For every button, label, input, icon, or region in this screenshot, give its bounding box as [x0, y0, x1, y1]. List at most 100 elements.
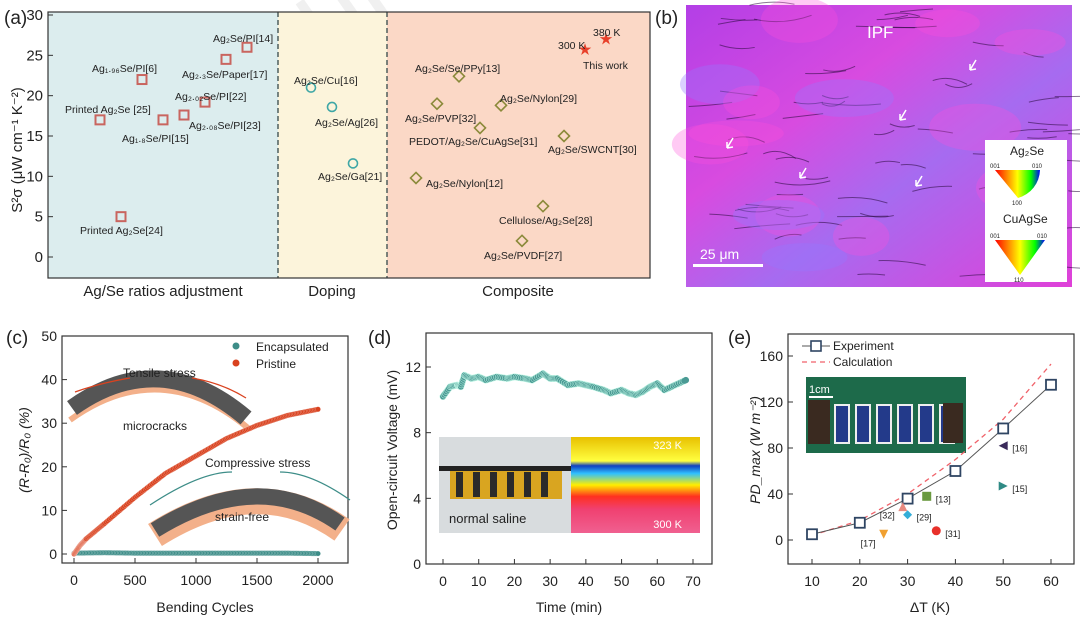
- reference-label: [31]: [945, 529, 960, 539]
- x-tick-label: 2000: [302, 572, 333, 588]
- grain-region: [794, 79, 894, 118]
- grain-boundary: [745, 203, 794, 209]
- experiment-point: [901, 492, 914, 505]
- grain-boundary: [945, 83, 973, 88]
- device-leg: [855, 404, 871, 444]
- data-point-label: 380 K: [593, 27, 620, 39]
- grain-boundary: [912, 185, 953, 192]
- device-leg: [876, 404, 892, 444]
- group-label: Ag/Se ratios adjustment: [83, 283, 243, 300]
- data-point-label: Ag₂Se/Ag[26]: [315, 117, 378, 129]
- y-tick-label: 4: [413, 490, 421, 506]
- arrow-icon: [969, 59, 977, 71]
- y-tick-label: 8: [413, 425, 421, 441]
- legend-marker: [232, 359, 240, 367]
- compressive-film: [150, 488, 345, 537]
- data-point-diamond: [515, 234, 529, 248]
- grain-boundary: [1009, 128, 1048, 133]
- reference-label: [32]: [880, 511, 895, 521]
- data-point-square: [94, 114, 106, 126]
- compressive-arrow-left: [149, 471, 233, 506]
- device-electrode: [943, 403, 963, 443]
- grain-boundary: [694, 152, 748, 159]
- legend-label: Pristine: [256, 357, 296, 371]
- grain-region: [671, 123, 749, 165]
- experiment-point: [997, 422, 1010, 435]
- experiment-point: [853, 516, 866, 529]
- plot-frame: [47, 11, 651, 279]
- reference-label: [15]: [1012, 484, 1027, 494]
- grain-boundary: [1023, 51, 1044, 58]
- y-tick-label: 0: [49, 546, 57, 562]
- panel-label-c: (c): [6, 328, 28, 349]
- legend-corner: 001: [990, 164, 1001, 170]
- grain-region: [915, 9, 980, 38]
- x-axis-label: Bending Cycles: [156, 599, 253, 615]
- grain-boundary: [894, 16, 934, 21]
- grain-boundary: [878, 260, 926, 266]
- data-point-diamond: [494, 98, 508, 112]
- y-axis-label: PD_max (W m⁻²): [747, 396, 763, 504]
- grain-boundary: [873, 129, 895, 136]
- grain-boundary: [1028, 97, 1059, 103]
- grain-boundary: [876, 14, 909, 21]
- temp-min-label: 300 K: [653, 519, 682, 531]
- grain-boundary: [823, 65, 856, 72]
- device-electrode: [808, 400, 830, 444]
- grain-boundary: [726, 114, 756, 120]
- reference-point: [922, 491, 932, 501]
- grain-boundary: [805, 176, 829, 180]
- legend-corner: 001: [990, 234, 1001, 240]
- x-tick-label: 10: [471, 573, 487, 589]
- grain-boundary: [838, 237, 866, 240]
- grain-boundary: [727, 136, 765, 143]
- x-tick-label: 30: [900, 573, 916, 589]
- legend-corner: 010: [1032, 164, 1043, 170]
- group-composite-background: [387, 12, 650, 278]
- data-point-label: Printed Ag₂Se [25]: [65, 104, 151, 116]
- panel-label-b: (b): [655, 8, 678, 29]
- teg-leg: [456, 472, 463, 497]
- data-point: [682, 376, 690, 384]
- legend-marker: [232, 342, 240, 350]
- normal-saline-label: normal saline: [449, 511, 526, 526]
- microcracks-label: microcracks: [123, 419, 187, 433]
- data-point-label: Ag₂.₃Se/Paper[17]: [182, 69, 267, 81]
- teg-leg: [541, 472, 548, 497]
- grain-boundary: [860, 212, 894, 218]
- group-doping-background: [278, 12, 387, 278]
- x-tick-label: 0: [70, 572, 78, 588]
- grain-region: [732, 199, 825, 231]
- panel-label-d: (d): [368, 328, 391, 349]
- y-tick-label: 12: [405, 359, 421, 375]
- panel-label-a: (a): [4, 8, 27, 29]
- reference-label: [29]: [917, 513, 932, 523]
- grain-boundary: [795, 221, 843, 226]
- legend-corner: 100: [1012, 201, 1023, 207]
- grain-boundary: [1068, 133, 1080, 135]
- photo-holder: [439, 466, 571, 471]
- x-tick-label: 60: [649, 573, 665, 589]
- data-point-diamond: [473, 121, 487, 135]
- teg-leg: [490, 472, 497, 497]
- data-point-circle: [347, 158, 359, 169]
- arrow-icon: [915, 175, 923, 187]
- data-point-label: Ag₂.₀₂Se/PI[22]: [175, 91, 247, 103]
- data-point-label: Ag₁.₈Se/PI[15]: [122, 133, 189, 145]
- grain-boundary: [857, 273, 886, 276]
- grain-boundary: [1042, 129, 1080, 133]
- y-tick-label: 30: [41, 415, 57, 431]
- grain-boundary: [875, 160, 901, 164]
- plot-frame: [787, 333, 1075, 565]
- grain-boundary: [774, 233, 802, 240]
- data-point-square: [199, 96, 211, 108]
- y-tick-label: 10: [26, 168, 43, 185]
- grain-boundary: [753, 14, 812, 23]
- grain-boundary: [749, 1, 795, 6]
- grain-boundary: [932, 77, 968, 85]
- experiment-line: [811, 384, 1052, 535]
- grain-boundary: [917, 128, 953, 134]
- data-point-label: Ag₂Se/Ga[21]: [318, 171, 382, 183]
- x-tick-label: 20: [507, 573, 523, 589]
